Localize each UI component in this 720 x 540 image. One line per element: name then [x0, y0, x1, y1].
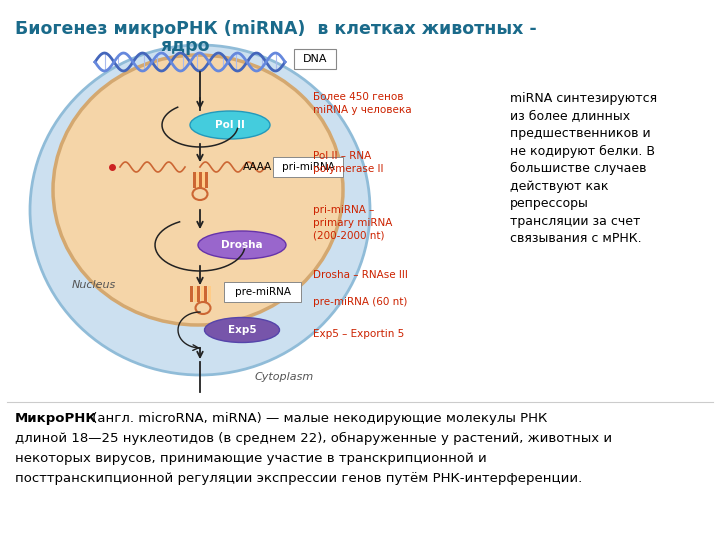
- Bar: [204, 286, 207, 302]
- Text: некоторых вирусов, принимающие участие в транскрипционной и: некоторых вирусов, принимающие участие в…: [15, 452, 487, 465]
- Bar: [200, 286, 204, 302]
- Text: ядро: ядро: [160, 37, 210, 55]
- Text: DNA: DNA: [302, 54, 328, 64]
- Text: pre-miRNA: pre-miRNA: [235, 287, 291, 297]
- Bar: [202, 172, 204, 188]
- Text: Биогенез микроРНК (miRNA)  в клетках животных -: Биогенез микроРНК (miRNA) в клетках живо…: [15, 20, 536, 38]
- Bar: [197, 286, 200, 302]
- Bar: [207, 286, 210, 302]
- Text: (англ. microRNA, miRNA) — малые некодирующие молекулы РНК: (англ. microRNA, miRNA) — малые некодиру…: [88, 412, 547, 425]
- Text: Drosha: Drosha: [221, 240, 263, 250]
- Text: Cytoplasm: Cytoplasm: [255, 372, 314, 382]
- Text: AAAA: AAAA: [243, 162, 272, 172]
- FancyBboxPatch shape: [273, 157, 343, 177]
- FancyBboxPatch shape: [224, 282, 301, 302]
- Text: длиной 18—25 нуклеотидов (в среднем 22), обнаруженные у растений, животных и: длиной 18—25 нуклеотидов (в среднем 22),…: [15, 432, 612, 445]
- Text: Nucleus: Nucleus: [72, 280, 116, 290]
- Ellipse shape: [198, 231, 286, 259]
- Text: Drosha – RNAse III: Drosha – RNAse III: [313, 270, 408, 280]
- Text: МикроРНК: МикроРНК: [15, 412, 97, 425]
- Text: miRNA синтезируются
из более длинных
предшественников и
не кодируют белки. В
бол: miRNA синтезируются из более длинных пре…: [510, 92, 657, 245]
- Ellipse shape: [190, 111, 270, 139]
- Text: Pol II: Pol II: [215, 120, 245, 130]
- Bar: [194, 286, 197, 302]
- Text: pri-miRNA: pri-miRNA: [282, 162, 334, 172]
- FancyBboxPatch shape: [294, 49, 336, 69]
- Bar: [190, 286, 193, 302]
- Bar: [196, 172, 199, 188]
- Text: Более 450 генов
miRNA у человека: Более 450 генов miRNA у человека: [313, 92, 412, 114]
- Text: Exp5 – Exportin 5: Exp5 – Exportin 5: [313, 329, 405, 340]
- Ellipse shape: [30, 45, 370, 375]
- Ellipse shape: [204, 318, 279, 342]
- Text: посттранскипционной регуляции экспрессии генов путём РНК-интерференции.: посттранскипционной регуляции экспрессии…: [15, 472, 582, 485]
- Text: pre-miRNA (60 nt): pre-miRNA (60 nt): [313, 297, 408, 307]
- Bar: [199, 172, 202, 188]
- Text: Exp5: Exp5: [228, 325, 256, 335]
- Bar: [193, 172, 196, 188]
- Ellipse shape: [53, 55, 343, 325]
- Text: pri-miRNA –
primary miRNA
(200-2000 nt): pri-miRNA – primary miRNA (200-2000 nt): [313, 205, 392, 241]
- Bar: [205, 172, 207, 188]
- Text: Pol II – RNA
polymerase II: Pol II – RNA polymerase II: [313, 151, 384, 174]
